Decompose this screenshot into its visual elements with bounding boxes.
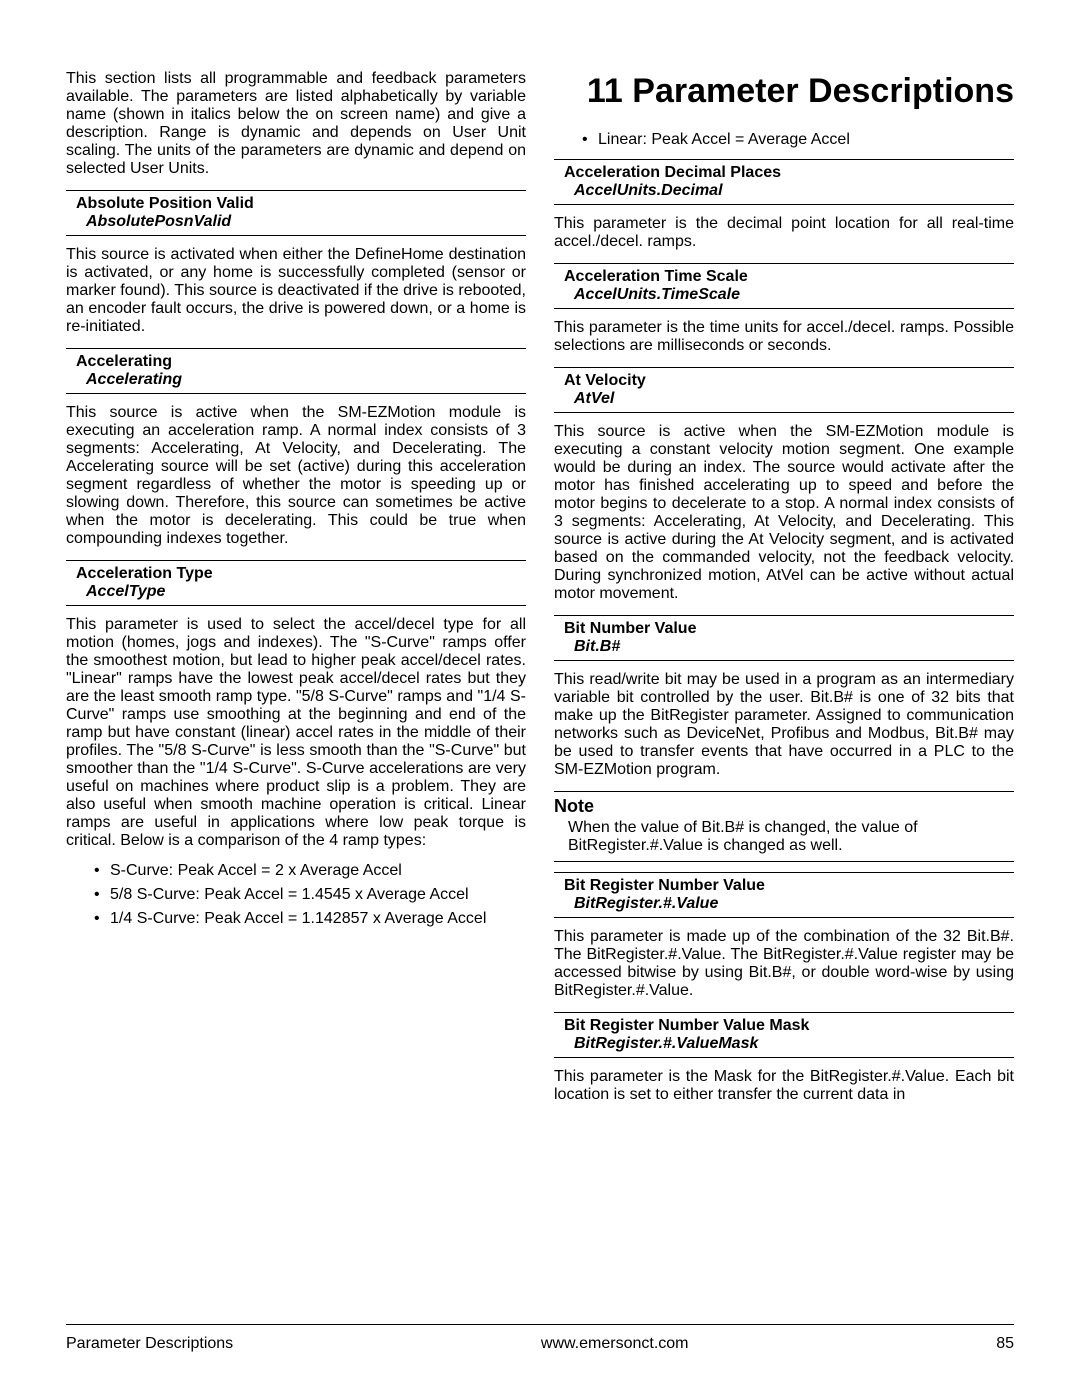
- chapter-title: 11 Parameter Descriptions: [554, 70, 1014, 113]
- param-title: Acceleration Time Scale: [564, 268, 1014, 286]
- param-body: This parameter is the decimal point loca…: [554, 215, 1014, 251]
- param-title: Absolute Position Valid: [76, 195, 526, 213]
- page-footer: Parameter Descriptions www.emersonct.com…: [66, 1335, 1014, 1353]
- chapter-number: 11: [587, 72, 623, 110]
- ramp-bullet-14: 1/4 S-Curve: Peak Accel = 1.142857 x Ave…: [94, 910, 526, 928]
- note-body: When the value of Bit.B# is changed, the…: [554, 817, 1014, 862]
- param-var: BitRegister.#.ValueMask: [564, 1035, 1014, 1053]
- param-var: AtVel: [564, 390, 1014, 408]
- ramp-bullet-scurve: S-Curve: Peak Accel = 2 x Average Accel: [94, 862, 526, 880]
- param-at-velocity: At Velocity AtVel: [554, 367, 1014, 413]
- footer-page-number: 85: [996, 1335, 1014, 1353]
- intro-paragraph: This section lists all programmable and …: [66, 70, 526, 178]
- ramp-bullet-58: 5/8 S-Curve: Peak Accel = 1.4545 x Avera…: [94, 886, 526, 904]
- param-accelerating: Accelerating Accelerating: [66, 348, 526, 394]
- param-var: Accelerating: [76, 371, 526, 389]
- param-body: This parameter is used to select the acc…: [66, 616, 526, 850]
- param-abs-pos-valid: Absolute Position Valid AbsolutePosnVali…: [66, 190, 526, 236]
- param-body: This parameter is the Mask for the BitRe…: [554, 1068, 1014, 1104]
- param-title: Bit Register Number Value Mask: [564, 1017, 1014, 1035]
- note-heading: Note: [554, 791, 1014, 817]
- param-title: Bit Register Number Value: [564, 877, 1014, 895]
- footer-url: www.emersonct.com: [541, 1335, 689, 1353]
- param-body: This source is active when the SM-EZMoti…: [66, 404, 526, 548]
- footer-section-title: Parameter Descriptions: [66, 1335, 233, 1353]
- param-title: Acceleration Decimal Places: [564, 164, 1014, 182]
- param-var: BitRegister.#.Value: [564, 895, 1014, 913]
- param-accel-timescale: Acceleration Time Scale AccelUnits.TimeS…: [554, 263, 1014, 309]
- param-body: This read/write bit may be used in a pro…: [554, 671, 1014, 779]
- param-var: AccelType: [76, 583, 526, 601]
- param-body: This source is activated when either the…: [66, 246, 526, 336]
- param-body: This parameter is made up of the combina…: [554, 928, 1014, 1000]
- param-bit-number: Bit Number Value Bit.B#: [554, 615, 1014, 661]
- param-title: Accelerating: [76, 353, 526, 371]
- param-var: AbsolutePosnValid: [76, 213, 526, 231]
- ramp-bullet-linear: Linear: Peak Accel = Average Accel: [582, 131, 1014, 149]
- param-var: AccelUnits.Decimal: [564, 182, 1014, 200]
- param-var: AccelUnits.TimeScale: [564, 286, 1014, 304]
- param-accel-type: Acceleration Type AccelType: [66, 560, 526, 606]
- param-title: At Velocity: [564, 372, 1014, 390]
- footer-rule: [66, 1324, 1014, 1325]
- param-accel-decimal: Acceleration Decimal Places AccelUnits.D…: [554, 159, 1014, 205]
- chapter-name: Parameter Descriptions: [632, 72, 1014, 110]
- param-body: This source is active when the SM-EZMoti…: [554, 423, 1014, 603]
- param-title: Acceleration Type: [76, 565, 526, 583]
- param-var: Bit.B#: [564, 638, 1014, 656]
- param-title: Bit Number Value: [564, 620, 1014, 638]
- param-bitreg-mask: Bit Register Number Value Mask BitRegist…: [554, 1012, 1014, 1058]
- param-bitreg-value: Bit Register Number Value BitRegister.#.…: [554, 872, 1014, 918]
- param-body: This parameter is the time units for acc…: [554, 319, 1014, 355]
